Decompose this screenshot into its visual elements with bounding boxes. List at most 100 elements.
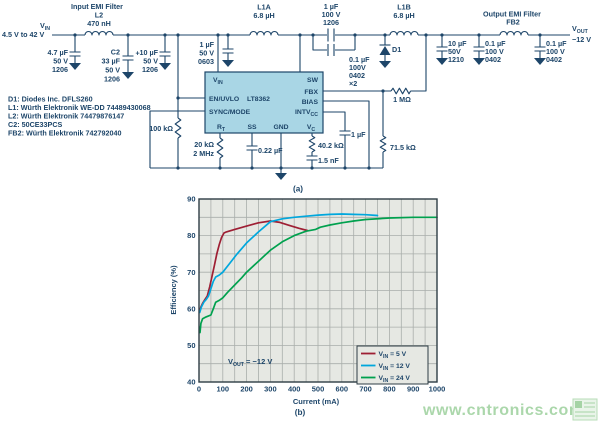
l1a-value: 6.8 µH [253,11,274,20]
cap-fly-bot-voltage: 100V [349,63,366,72]
vc-cap-value: 1.5 nF [318,156,339,165]
d1-ref: D1 [392,45,401,54]
series-line [198,220,309,312]
cap-fly-bot-package: 0402 [349,71,365,80]
l1b-value: 6.8 µH [393,11,414,20]
y-tick-label: 60 [187,304,195,313]
x-tick-label: 1000 [429,385,446,394]
resistor-1m-fbx [390,87,412,95]
inductor-l2 [84,30,114,36]
watermark-text: www.cntronics.com [422,402,584,419]
pin-intvcc-label: INTVCC [295,109,318,118]
cap-in1-voltage: 50 V [53,57,68,66]
pin-gnd-label: GND [273,124,288,131]
resistor-40k2-vc [308,135,316,153]
fb2-ref: FB2 [506,18,520,27]
vc-resistor-value: 40.2 kΩ [318,141,344,150]
x-tick-label: 800 [383,385,396,394]
input-filter-title: Input EMI Filter [71,2,123,11]
note-fb2: FB2: Würth Elektronik 742792040 [8,129,121,138]
capacitor-plates [69,28,546,161]
pin-sync-mode-label: SYNC/MODE [209,109,251,116]
chip-name: LT8362 [247,96,270,103]
cap-out1-value: 10 µF [448,39,467,48]
x-tick-label: 400 [288,385,301,394]
ic-lt8362 [204,71,324,134]
chart-dynamic-layer: 0 100 200 300 400 500 600 700 800 900 1000 40 50 60 70… [187,195,445,394]
inductor-l1b [389,30,419,36]
junction-dots [73,33,542,170]
vout-value: −12 V [572,35,591,44]
output-filter-title: Output EMI Filter [483,10,541,19]
l1b-ref: L1B [397,3,411,12]
fbx-series-resistor: 1 MΩ [393,95,411,104]
intvcc-cap-value: 1 µF [351,130,366,139]
c2-package: 1206 [104,75,120,84]
cap-out1-voltage: 50V [448,47,461,56]
cap-out3-value: 0.1 µF [546,39,567,48]
note-l2: L2: Würth Elektronik 74479876147 [8,112,124,121]
ferrite-bead-fb2 [499,30,529,36]
cap-fly-top-value: 1 µF [324,2,339,11]
ground-icons [69,58,546,180]
legend-label-5v: VIN = 5 V [379,351,407,360]
y-tick-label: 40 [187,378,195,387]
resistor-20k-rt [216,137,224,159]
resistor-71k5-fbx [379,135,387,153]
pin-sw-label: SW [307,77,319,84]
cap-vin-voltage: 50 V [199,49,214,58]
c2-voltage: 50 V [105,66,120,75]
cap-in2-voltage: 50 V [143,57,158,66]
cap-fly-bot-qty: ×2 [349,79,357,88]
cap-out1-package: 1210 [448,55,464,64]
x-tick-label: 200 [240,385,253,394]
inductor-l1a [249,30,279,36]
c2-plus-sign: + [136,49,140,58]
vout-label: VOUT [572,24,589,35]
watermark-logo-icon [572,398,598,421]
rt-frequency: 2 MHz [193,149,214,158]
vin-label: VIN [40,21,50,32]
cap-in2-value: 10 µF [139,48,158,57]
cap-in1-package: 1206 [52,65,68,74]
pin-vc-label: VC [307,124,316,133]
pin-rt-label: RT [217,124,226,133]
fbx-gnd-resistor: 71.5 kΩ [390,143,416,152]
caption-a: (a) [293,185,303,194]
x-tick-label: 900 [407,385,420,394]
legend: VIN = 5 V VIN = 12 V VIN = 24 V [356,345,429,385]
x-axis-label: Current (mA) [293,397,340,406]
legend-label-24v: VIN = 24 V [379,375,411,384]
cap-fly-top-voltage: 100 V [322,10,341,19]
vin-range: 4.5 V to 42 V [2,30,45,39]
cap-out3-voltage: 100 V [546,47,565,56]
cap-out2-value: 0.1 µF [485,39,506,48]
legend-label-12v: VIN = 12 V [379,363,411,372]
pin-ss-label: SS [247,124,257,131]
cap-fly-bot-value: 0.1 µF [349,55,370,64]
c2-value: 33 µF [101,57,120,66]
r-en-value: 100 kΩ [149,124,173,133]
cap-out3-package: 0402 [546,55,562,64]
cap-fly-top-package: 1206 [323,18,339,27]
caption-b: (b) [295,408,306,417]
vout-annotation: VOUT = −12 V [228,357,272,368]
y-tick-label: 90 [187,195,195,204]
l2-ref: L2 [95,11,103,20]
cap-in2-package: 1206 [142,65,158,74]
resistor-100k [174,117,182,139]
ss-cap-value: 0.22 µF [258,146,283,155]
cap-vin-package: 0603 [198,57,214,66]
rt-resistor-value: 20 kΩ [194,140,214,149]
diode-d1 [379,44,391,55]
x-tick-label: 700 [359,385,372,394]
x-tick-label: 0 [197,385,201,394]
series-line [198,216,438,334]
x-tick-label: 100 [217,385,230,394]
c2-ref: C2 [111,48,120,57]
y-tick-label: 50 [187,341,195,350]
efficiency-chart: 0 100 200 300 400 500 600 700 800 900 1000 40 50 60 70… [169,195,445,417]
pin-fbx-label: FBX [304,89,318,96]
